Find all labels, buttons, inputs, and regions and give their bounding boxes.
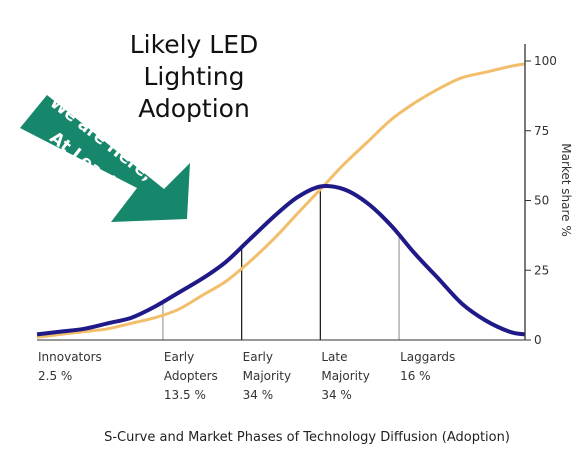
arrow-shape [20, 95, 190, 222]
y-tick-label: 50 [534, 194, 549, 208]
s-curve-line [36, 62, 526, 339]
phase-label: Late [321, 350, 347, 364]
annotation-title-line-1: Likely LED [130, 30, 259, 59]
y-tick-label: 0 [534, 333, 542, 347]
phase-label: Innovators [38, 350, 102, 364]
y-tick-label: 100 [534, 54, 557, 68]
y-axis-title: Market share % [559, 143, 573, 237]
phase-label: Adopters [164, 369, 218, 383]
phase-label: 13.5 % [164, 388, 206, 402]
y-tick-label: 75 [534, 124, 549, 138]
phase-boundary-lines [162, 186, 400, 340]
phase-label: Early [164, 350, 194, 364]
chart-annotation-title: Likely LED Lighting Adoption [130, 30, 259, 123]
annotation-title-line-2: Lighting [143, 62, 244, 91]
phase-label: Majority [243, 369, 291, 383]
y-tick-label: 25 [534, 263, 549, 277]
phase-label: Majority [321, 369, 369, 383]
adoption-bell-curve [36, 184, 526, 337]
phase-label: 2.5 % [38, 369, 72, 383]
phase-label: 16 % [400, 369, 431, 383]
y-axis-ticks: 0 25 50 75 100 [525, 54, 557, 347]
phase-labels: Innovators 2.5 % Early Adopters 13.5 % Early M… [38, 350, 455, 402]
chart-caption: S-Curve and Market Phases of Technology … [104, 430, 510, 445]
phase-label: 34 % [321, 388, 352, 402]
phase-label: Early [243, 350, 273, 364]
phase-label: 34 % [243, 388, 273, 402]
phase-label: Laggards [400, 350, 455, 364]
annotation-title-line-3: Adoption [138, 94, 250, 123]
